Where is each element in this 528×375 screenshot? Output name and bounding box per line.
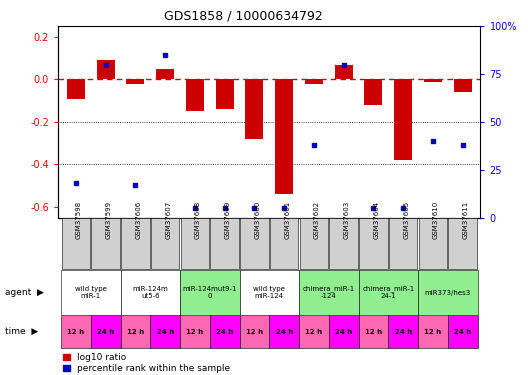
- Text: GSM37601: GSM37601: [284, 201, 290, 239]
- Text: 12 h: 12 h: [425, 329, 441, 335]
- Text: wild type
miR-1: wild type miR-1: [75, 286, 107, 299]
- FancyBboxPatch shape: [61, 270, 120, 315]
- FancyBboxPatch shape: [418, 270, 477, 315]
- Text: 12 h: 12 h: [186, 329, 203, 335]
- Text: GSM37606: GSM37606: [135, 201, 142, 239]
- Text: miR373/hes3: miR373/hes3: [425, 290, 471, 296]
- Text: miR-124mut9-1
0: miR-124mut9-1 0: [183, 286, 237, 299]
- Legend: log10 ratio, percentile rank within the sample: log10 ratio, percentile rank within the …: [63, 353, 230, 373]
- FancyBboxPatch shape: [150, 315, 180, 348]
- FancyBboxPatch shape: [121, 218, 150, 270]
- FancyBboxPatch shape: [299, 218, 328, 270]
- Bar: [305, 80, 323, 84]
- FancyBboxPatch shape: [269, 315, 299, 348]
- Bar: [246, 80, 263, 139]
- FancyBboxPatch shape: [61, 315, 91, 348]
- FancyBboxPatch shape: [62, 218, 90, 270]
- Bar: [275, 80, 293, 194]
- Bar: [216, 80, 233, 109]
- Text: GSM37610: GSM37610: [433, 201, 439, 239]
- Text: GSM37603: GSM37603: [344, 201, 350, 239]
- FancyBboxPatch shape: [240, 218, 269, 270]
- Bar: [454, 80, 472, 92]
- FancyBboxPatch shape: [299, 270, 359, 315]
- Bar: [394, 80, 412, 160]
- Text: GSM37605: GSM37605: [403, 201, 409, 239]
- Bar: [156, 69, 174, 80]
- Text: time  ▶: time ▶: [5, 327, 39, 336]
- Text: 24 h: 24 h: [454, 329, 472, 335]
- FancyBboxPatch shape: [359, 315, 388, 348]
- FancyBboxPatch shape: [388, 315, 418, 348]
- Bar: [67, 80, 85, 99]
- Text: chimera_miR-1
24-1: chimera_miR-1 24-1: [362, 286, 414, 299]
- Text: GSM37599: GSM37599: [106, 201, 112, 239]
- Text: GSM37604: GSM37604: [373, 201, 380, 239]
- Text: 24 h: 24 h: [394, 329, 412, 335]
- FancyBboxPatch shape: [359, 218, 388, 270]
- Text: GSM37598: GSM37598: [76, 201, 82, 239]
- Text: GSM37609: GSM37609: [224, 201, 231, 239]
- FancyBboxPatch shape: [359, 270, 418, 315]
- FancyBboxPatch shape: [389, 218, 418, 270]
- Text: GSM37611: GSM37611: [463, 201, 469, 239]
- Bar: [127, 80, 144, 84]
- FancyBboxPatch shape: [329, 218, 358, 270]
- Text: agent  ▶: agent ▶: [5, 288, 44, 297]
- Text: GSM37607: GSM37607: [165, 201, 171, 239]
- Bar: [186, 80, 204, 111]
- Text: GSM37602: GSM37602: [314, 201, 320, 239]
- FancyBboxPatch shape: [180, 270, 240, 315]
- Text: GDS1858 / 10000634792: GDS1858 / 10000634792: [164, 9, 322, 22]
- FancyBboxPatch shape: [120, 270, 180, 315]
- FancyBboxPatch shape: [329, 315, 359, 348]
- Text: 24 h: 24 h: [276, 329, 293, 335]
- FancyBboxPatch shape: [240, 315, 269, 348]
- Text: 12 h: 12 h: [365, 329, 382, 335]
- FancyBboxPatch shape: [181, 218, 209, 270]
- Text: 12 h: 12 h: [305, 329, 323, 335]
- FancyBboxPatch shape: [180, 315, 210, 348]
- Bar: [424, 80, 442, 81]
- FancyBboxPatch shape: [91, 218, 120, 270]
- Text: 12 h: 12 h: [68, 329, 84, 335]
- Text: 24 h: 24 h: [335, 329, 352, 335]
- FancyBboxPatch shape: [210, 218, 239, 270]
- Text: 12 h: 12 h: [246, 329, 263, 335]
- Text: 12 h: 12 h: [127, 329, 144, 335]
- FancyBboxPatch shape: [299, 315, 329, 348]
- FancyBboxPatch shape: [419, 218, 447, 270]
- Text: GSM37608: GSM37608: [195, 201, 201, 239]
- Text: GSM37600: GSM37600: [254, 201, 260, 239]
- Bar: [97, 60, 115, 80]
- Text: wild type
miR-124: wild type miR-124: [253, 286, 285, 299]
- FancyBboxPatch shape: [91, 315, 120, 348]
- Text: 24 h: 24 h: [97, 329, 114, 335]
- FancyBboxPatch shape: [210, 315, 240, 348]
- FancyBboxPatch shape: [448, 315, 477, 348]
- Text: 24 h: 24 h: [216, 329, 233, 335]
- FancyBboxPatch shape: [120, 315, 150, 348]
- Text: chimera_miR-1
-124: chimera_miR-1 -124: [303, 286, 355, 299]
- Bar: [335, 64, 353, 80]
- FancyBboxPatch shape: [448, 218, 477, 270]
- Bar: [364, 80, 382, 105]
- FancyBboxPatch shape: [151, 218, 180, 270]
- Text: miR-124m
ut5-6: miR-124m ut5-6: [133, 286, 168, 299]
- FancyBboxPatch shape: [240, 270, 299, 315]
- FancyBboxPatch shape: [418, 315, 448, 348]
- Text: 24 h: 24 h: [156, 329, 174, 335]
- FancyBboxPatch shape: [270, 218, 298, 270]
